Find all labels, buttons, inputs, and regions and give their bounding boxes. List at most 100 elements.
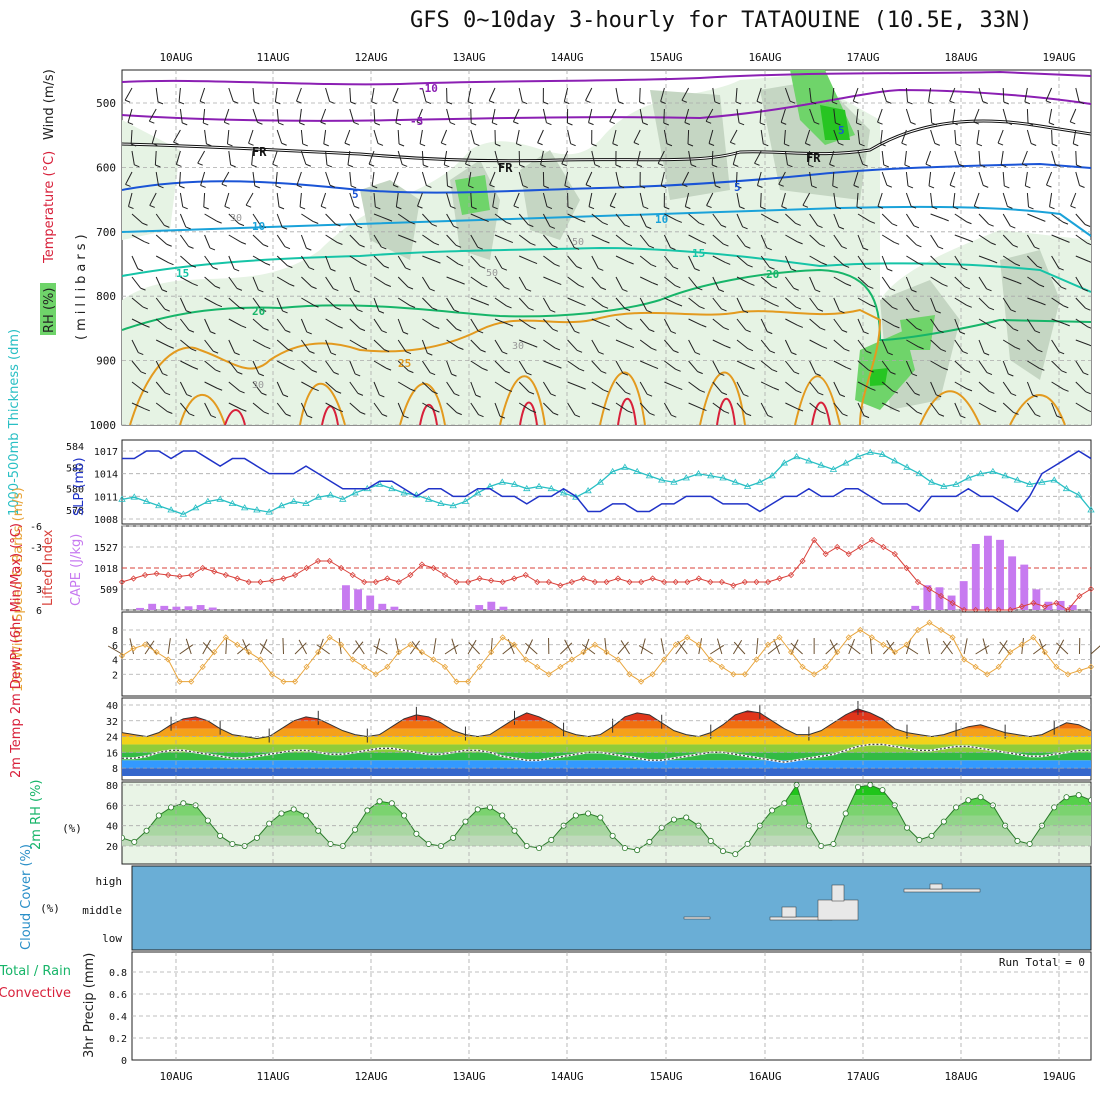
contour-35g xyxy=(811,401,831,425)
rh-units: (%) xyxy=(62,822,82,835)
wind-barb xyxy=(276,339,289,350)
rh-point xyxy=(769,807,776,814)
wind-barb xyxy=(373,381,380,396)
wind-barb xyxy=(930,255,941,267)
wind-barb-flag xyxy=(580,303,586,307)
wind-barb-flag xyxy=(506,305,512,309)
wind-barb xyxy=(760,360,773,371)
rh-point xyxy=(364,807,371,814)
wind-barb-flag xyxy=(381,246,387,250)
wind-barb-flag xyxy=(781,206,787,209)
wind-barb xyxy=(421,171,427,186)
wind-barb-flag xyxy=(537,142,543,146)
pressure-tick: 500 xyxy=(96,97,116,110)
wind-barb xyxy=(276,234,286,247)
wind-barb xyxy=(349,381,359,394)
wind-barb xyxy=(905,276,912,291)
wind-barb-flag xyxy=(953,206,959,210)
wind-barb xyxy=(325,171,331,186)
wind-barb xyxy=(978,360,988,373)
wind-barb xyxy=(542,213,551,227)
temp-band xyxy=(122,728,1091,737)
wind10m-barb xyxy=(525,642,538,655)
wind-barb xyxy=(833,192,837,207)
wind-barb xyxy=(1075,213,1086,225)
wind-barb-flag xyxy=(385,367,392,371)
wind-barb xyxy=(1002,234,1014,246)
wind-barb xyxy=(954,339,964,352)
wind-barb-flag xyxy=(936,394,942,398)
wind10m-barb xyxy=(1090,645,1100,655)
wind-barb xyxy=(325,213,336,225)
wind-barb xyxy=(615,234,628,245)
wind-barb xyxy=(663,234,671,248)
wind-barb-flag xyxy=(456,328,462,332)
wind-barb xyxy=(688,150,692,165)
date-label-bottom: 10AUG xyxy=(159,1070,192,1083)
wind-point xyxy=(407,641,414,648)
wind-barb xyxy=(373,297,380,312)
lifted-point xyxy=(695,575,702,582)
wind10m-barb xyxy=(1033,643,1047,655)
wind-barb xyxy=(708,129,714,144)
wind-barb xyxy=(470,276,483,286)
wind-barb-flag xyxy=(191,348,197,352)
wind-barb-flag xyxy=(282,310,288,314)
wind-barb-flag xyxy=(311,286,317,290)
wind-barb xyxy=(446,192,452,207)
wind-barb-flag xyxy=(853,100,859,104)
wind-barb-flag xyxy=(660,101,666,104)
wind-barb xyxy=(978,255,993,262)
wind-barb xyxy=(563,87,569,102)
wind-barb-flag xyxy=(839,394,846,398)
date-label-top: 17AUG xyxy=(846,51,879,64)
wind-barb xyxy=(1075,150,1077,166)
wind-barb-flag xyxy=(649,329,655,333)
wind-barb xyxy=(567,381,581,388)
wind-barb xyxy=(760,318,768,332)
wind-barb xyxy=(1075,276,1084,290)
rh-point xyxy=(229,840,236,847)
wind-barb xyxy=(518,234,531,244)
cape-bar xyxy=(911,605,920,610)
label-30-a: 30 xyxy=(230,213,242,224)
wind-barb xyxy=(1070,192,1077,207)
wind-barb xyxy=(736,318,747,331)
wind-barb-flag xyxy=(1058,351,1065,355)
wind-barb-flag xyxy=(723,410,730,414)
lifted-point xyxy=(153,570,160,577)
wind10m-barb xyxy=(316,644,330,655)
thickness-point xyxy=(1025,480,1034,487)
wind-barb-flag xyxy=(186,310,192,314)
wind-barb-flag xyxy=(333,288,339,292)
wind-barb-flag xyxy=(329,184,336,188)
wind-barb xyxy=(881,381,894,392)
ylabel-wind: Wind (m/s) xyxy=(42,69,57,140)
rh-fill-bright xyxy=(820,105,888,386)
wind-barb-flag xyxy=(893,241,900,245)
thickness-point xyxy=(290,497,298,504)
thickness-point xyxy=(989,467,997,474)
label-minus5: -5 xyxy=(410,115,423,128)
wind10m-barb xyxy=(790,642,803,655)
wind-barb-flag xyxy=(210,415,217,418)
wind-barb-flag xyxy=(1010,393,1017,396)
wind-barb xyxy=(760,297,774,305)
lifted-point xyxy=(672,578,679,586)
wind-barb-flag xyxy=(453,309,460,313)
rh-point xyxy=(376,798,383,805)
wind-point xyxy=(845,634,852,641)
wind-barb-flag xyxy=(1040,302,1046,306)
wind-barb xyxy=(1027,360,1040,369)
wind-barb-flag xyxy=(767,331,773,335)
wind-barb-flag xyxy=(1087,242,1091,246)
wind-barb-flag xyxy=(167,411,173,414)
wind-barb-flag xyxy=(646,393,653,397)
temp-band xyxy=(122,768,1091,776)
wind-point xyxy=(972,663,979,670)
date-label-bottom: 19AUG xyxy=(1042,1070,1075,1083)
wind-barb-flag xyxy=(663,122,669,126)
wind-barb-flag xyxy=(203,122,209,126)
contour-30a xyxy=(179,393,226,425)
wind-barb xyxy=(518,402,532,411)
